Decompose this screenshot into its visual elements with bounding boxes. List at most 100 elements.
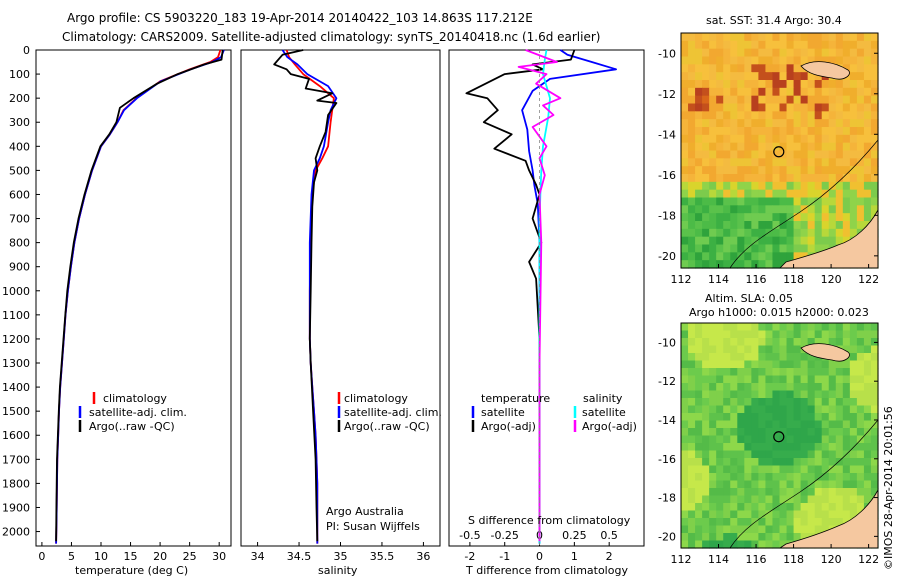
sla-map-cell <box>758 473 767 482</box>
sst-map-cell <box>772 95 781 105</box>
sst-map-cell <box>793 80 802 89</box>
sla-map-cell <box>681 405 689 414</box>
sla-map-cell <box>779 480 788 489</box>
sst-map-cell <box>695 119 703 128</box>
sla-map-cell <box>856 323 865 332</box>
sla-map-cell <box>807 428 816 437</box>
sla-map-cell <box>723 525 731 534</box>
sla-map-cell <box>730 368 738 377</box>
sla-map-cell <box>786 480 795 489</box>
sst-map-ytick-label: -12 <box>658 88 676 101</box>
sla-map-cell <box>758 488 767 497</box>
sla-map-cell <box>842 420 851 429</box>
sla-map-cell <box>723 428 731 437</box>
argo-australia-label: Argo Australia <box>326 505 404 518</box>
sst-map-cell <box>695 111 703 120</box>
sst-map-cell <box>744 244 752 253</box>
sla-map-cell <box>723 390 731 399</box>
sla-map-cell <box>723 503 731 512</box>
sst-map-cell <box>737 260 745 269</box>
sst-map-cell <box>688 142 696 152</box>
sla-map-cell <box>793 443 802 452</box>
sst-map-cell <box>709 205 717 214</box>
sst-map-cell <box>863 40 872 50</box>
sst-map-cell <box>772 221 781 230</box>
sla-map-cell <box>856 330 865 339</box>
sst-map-cell <box>709 95 717 105</box>
sst-map-cell <box>681 158 689 167</box>
sla-map-cell <box>800 473 809 482</box>
sst-map-cell <box>863 87 872 97</box>
sla-map-cell <box>751 540 759 549</box>
sla-map-cell <box>744 533 752 542</box>
sla-map-cell <box>856 360 865 369</box>
sst-map-cell <box>856 64 865 73</box>
sla-map-cell <box>821 435 830 444</box>
sla-map-cell <box>821 383 830 392</box>
depth-ytick-label: 100 <box>9 68 30 81</box>
sst-map-cell <box>758 252 767 261</box>
sst-map-cell <box>772 40 781 50</box>
sla-map-cell <box>856 338 865 347</box>
sla-map-cell <box>709 443 717 452</box>
sla-map-cell <box>863 480 872 489</box>
sst-map-cell <box>744 111 752 120</box>
sst-map-cell <box>758 103 767 112</box>
sst-map-cell <box>737 48 745 58</box>
sst-map-cell <box>793 119 802 128</box>
sla-map-cell <box>842 465 851 474</box>
sla-map-cell <box>793 503 802 512</box>
sla-map-cell <box>716 443 724 452</box>
sst-map-cell <box>828 197 837 206</box>
sla-map-cell <box>842 413 851 422</box>
sst-map-cell <box>800 166 809 175</box>
sst-map-cell <box>730 158 738 167</box>
sla-map-cell <box>716 338 724 347</box>
s-difference-tick-label: -0.25 <box>490 529 518 542</box>
legend-s-argo-label: Argo(-adj) <box>582 420 637 433</box>
sst-map-cell <box>814 150 823 159</box>
salinity-panel: 34 34.5 35 35.5 36 salinity climatology sate… <box>240 49 442 577</box>
sla-map-cell <box>737 323 745 332</box>
sla-map-cell <box>688 480 696 489</box>
sst-map-cell <box>681 244 689 253</box>
sst-map-cell <box>702 134 710 144</box>
sla-map-cell <box>688 450 696 459</box>
legend-s-satellite-label: satellite <box>582 406 626 419</box>
sla-map-cell <box>807 525 816 534</box>
sst-map-cell <box>786 48 795 58</box>
sla-map-cell <box>772 353 781 362</box>
depth-ytick-label: 700 <box>9 213 30 226</box>
sla-map-cell <box>793 390 802 399</box>
sla-map-xtick-label: 118 <box>783 553 804 566</box>
sla-map-cell <box>835 398 844 407</box>
sst-map-cell <box>695 142 703 152</box>
sla-map-cell <box>849 368 858 377</box>
sla-map-cell <box>772 473 781 482</box>
sst-map-cell <box>681 40 689 50</box>
sla-map-cell <box>730 420 738 429</box>
sla-map-cell <box>702 360 710 369</box>
sst-map-cell <box>849 174 858 183</box>
sst-map-cell <box>828 119 837 128</box>
sla-map-cell <box>870 368 879 377</box>
legend-salinity-header: salinity <box>583 392 623 405</box>
sla-map-cell <box>779 525 788 534</box>
sst-map-cell <box>793 166 802 175</box>
sla-map-cell <box>814 383 823 392</box>
sla-map-cell <box>765 488 774 497</box>
sla-map-cell <box>709 383 717 392</box>
sst-map-cell <box>779 228 788 238</box>
sla-map-ytick-label: -12 <box>658 375 676 388</box>
sst-map-cell <box>828 174 837 183</box>
sla-map-cell <box>744 323 752 332</box>
sla-map-cell <box>765 360 774 369</box>
sla-map-cell <box>807 443 816 452</box>
sst-map-cell <box>828 181 837 191</box>
sst-map-cell <box>702 236 710 246</box>
imos-imprint: ©IMOS 28-Apr-2014 20:01:56 <box>882 406 895 570</box>
sla-map-cell <box>737 465 745 474</box>
sst-map-cell <box>765 236 774 246</box>
sla-map-cell <box>828 458 837 467</box>
